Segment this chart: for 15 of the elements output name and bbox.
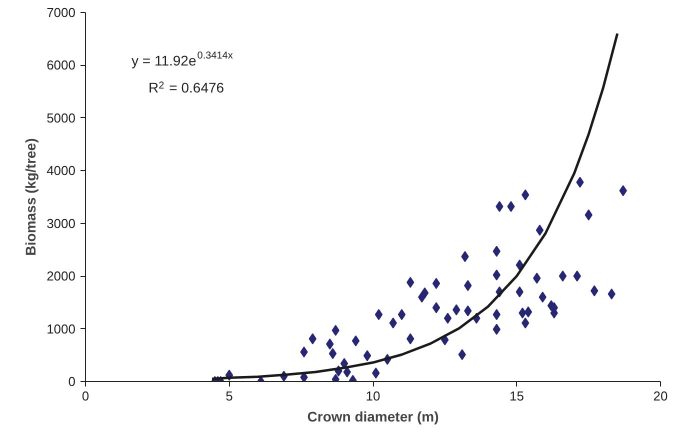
y-tick-label: 6000 (46, 58, 76, 73)
x-axis-title: Crown diameter (m) (307, 408, 439, 424)
y-tick-label: 4000 (46, 163, 76, 178)
x-tick-label: 10 (366, 388, 380, 404)
y-tick-label: 5000 (46, 110, 76, 126)
y-tick-label: 0 (68, 374, 76, 389)
y-tick-label: 3000 (46, 216, 76, 231)
x-tick-label: 15 (510, 388, 524, 404)
x-tick-label: 5 (226, 388, 233, 404)
x-tick-label: 20 (653, 388, 668, 404)
y-axis-title: Biomass (kg/tree) (22, 138, 39, 256)
x-tick-label: 0 (82, 388, 90, 404)
y-tick-label: 7000 (46, 5, 76, 20)
y-tick-label: 1000 (46, 321, 76, 336)
y-tick-label: 2000 (46, 268, 76, 284)
